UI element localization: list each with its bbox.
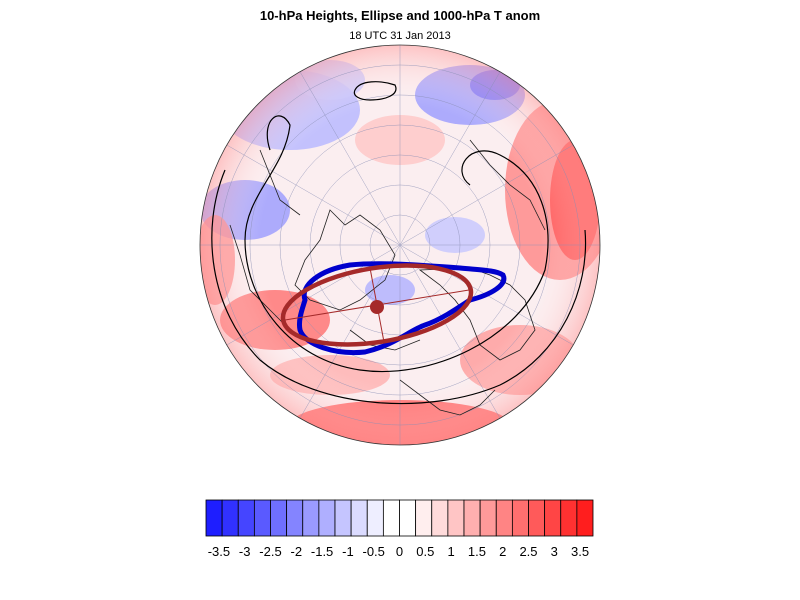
colorbar-box bbox=[415, 499, 433, 537]
colorbar-labels: -3.5 -3 -2.5 -2 -1.5 -1 -0.5 0 0.5 1 1.5 2 2.5 3 3.5 bbox=[208, 544, 589, 559]
colorbar-box bbox=[399, 499, 417, 537]
colorbar-boxes bbox=[205, 499, 594, 537]
map-subtitle: 18 UTC 31 Jan 2013 bbox=[349, 30, 451, 42]
colorbar-box bbox=[286, 499, 304, 537]
height-contours bbox=[211, 81, 587, 405]
colorbar-tick-label: -2 bbox=[291, 544, 303, 559]
colorbar-tick-label: -1.5 bbox=[311, 544, 333, 559]
colorbar-box bbox=[350, 499, 368, 537]
colorbar-box bbox=[366, 499, 384, 537]
colorbar-box bbox=[479, 499, 497, 537]
colorbar-box bbox=[511, 499, 529, 537]
colorbar-box bbox=[334, 499, 352, 537]
colorbar-box bbox=[576, 499, 594, 537]
colorbar-tick-label: -1 bbox=[342, 544, 354, 559]
colorbar-tick-label: -0.5 bbox=[362, 544, 384, 559]
colorbar-box bbox=[528, 499, 546, 537]
colorbar-box bbox=[270, 499, 288, 537]
colorbar-tick-label: 0.5 bbox=[416, 544, 434, 559]
colorbar-box bbox=[495, 499, 513, 537]
colorbar-box bbox=[205, 499, 223, 537]
colorbar-box bbox=[431, 499, 449, 537]
globe-outline bbox=[199, 44, 601, 446]
colorbar-box bbox=[447, 499, 465, 537]
coastlines bbox=[229, 139, 546, 416]
colorbar-box bbox=[253, 499, 271, 537]
colorbar-tick-label: -2.5 bbox=[259, 544, 281, 559]
colorbar-tick-label: 1.5 bbox=[468, 544, 486, 559]
colorbar-tick-label: -3 bbox=[239, 544, 251, 559]
map-title: 10-hPa Heights, Ellipse and 1000-hPa T a… bbox=[259, 8, 541, 23]
colorbar-tick-label: 1 bbox=[447, 544, 454, 559]
colorbar-box bbox=[302, 499, 320, 537]
vortex-ellipse bbox=[280, 263, 474, 347]
colorbar-tick-label: 0 bbox=[396, 544, 403, 559]
colorbar-box bbox=[237, 499, 255, 537]
colorbar-tick-label: -3.5 bbox=[208, 544, 230, 559]
colorbar-tick-label: 2 bbox=[499, 544, 506, 559]
colorbar-box bbox=[560, 499, 578, 537]
colorbar-box bbox=[382, 499, 400, 537]
colorbar-box bbox=[544, 499, 562, 537]
colorbar-tick-label: 2.5 bbox=[519, 544, 537, 559]
colorbar-box bbox=[318, 499, 336, 537]
colorbar-box bbox=[463, 499, 481, 537]
colorbar-box bbox=[221, 499, 239, 537]
polar-map bbox=[199, 44, 601, 446]
colorbar-tick-label: 3 bbox=[551, 544, 558, 559]
colorbar-tick-label: 3.5 bbox=[571, 544, 589, 559]
